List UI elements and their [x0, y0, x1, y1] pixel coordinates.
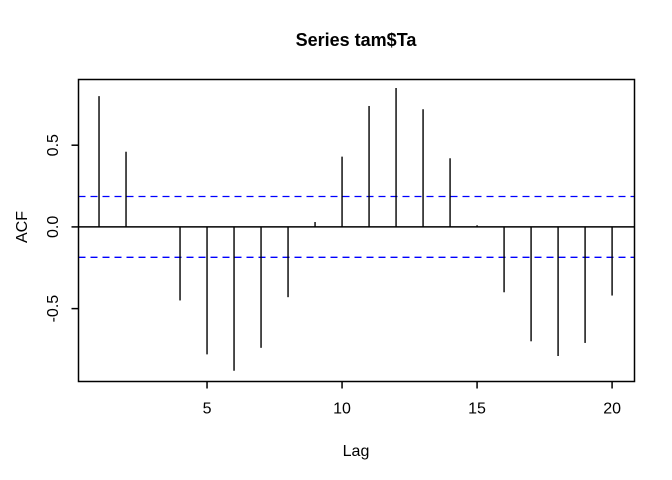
x-axis-tick-label-10: 10 — [333, 401, 351, 418]
y-axis-tick-label-0.0: 0.0 — [45, 216, 62, 238]
y-axis-tick-label-0.5: 0.5 — [45, 134, 62, 156]
y-axis-title: ACF — [14, 211, 31, 243]
plot-border — [77, 78, 636, 383]
x-axis-title: Lag — [343, 443, 370, 460]
x-axis-tick-label-15: 15 — [468, 401, 486, 418]
x-axis-tick-label-5: 5 — [203, 401, 212, 418]
chart-title: Series tam$Ta — [296, 30, 418, 50]
plot-dynamic-layer: 5 10 15 20 -0.5 0.0 0.5 — [45, 78, 636, 418]
y-axis-tick-label--0.5: -0.5 — [45, 295, 62, 323]
x-axis-tick-label-20: 20 — [603, 401, 621, 418]
